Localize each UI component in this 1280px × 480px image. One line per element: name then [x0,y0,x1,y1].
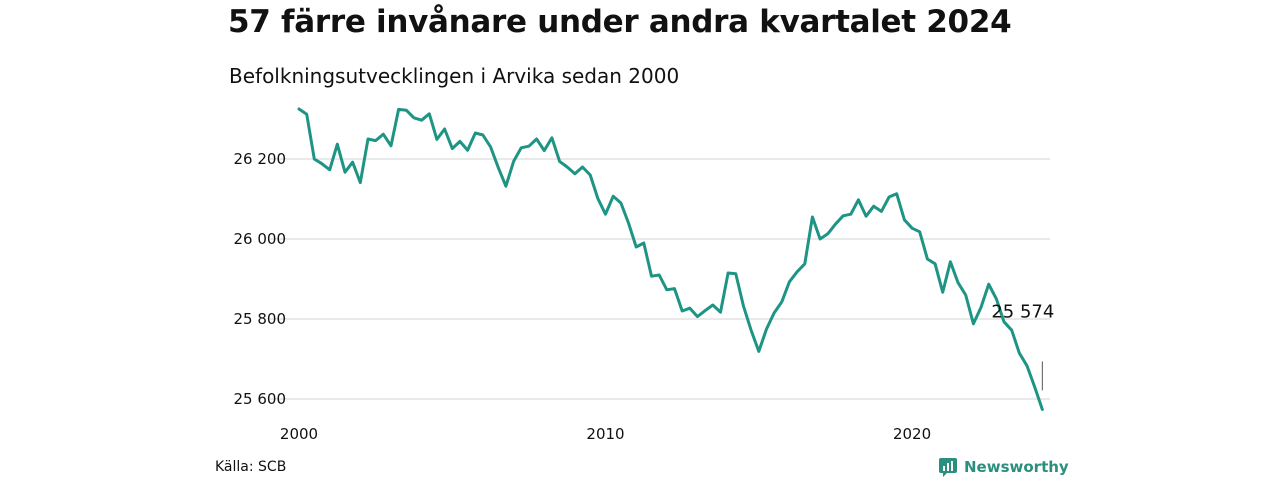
source-label: Källa: SCB [215,459,287,475]
y-axis-ticks: 25 600 25 800 26 000 26 200 [234,150,287,408]
end-value-label: 25 574 [991,301,1054,322]
annotations: 25 574 [991,301,1054,391]
gridlines [270,158,1050,400]
y-tick-label: 26 200 [234,150,287,168]
y-tick-label: 25 600 [234,390,287,408]
x-tick-label: 2020 [893,425,931,443]
x-tick-label: 2010 [586,425,624,443]
x-axis-ticks: 2000 2010 2020 [280,425,931,443]
newsworthy-logo-icon [939,458,957,477]
x-tick-label: 2000 [280,425,318,443]
series-lines [297,107,1044,411]
y-tick-label: 25 800 [234,310,287,328]
series-line [297,107,1044,411]
chart-subtitle: Befolkningsutvecklingen i Arvika sedan 2… [229,64,680,88]
brand-logo[interactable]: Newsworthy [938,457,1069,477]
brand-name: Newsworthy [964,458,1069,476]
y-tick-label: 26 000 [234,230,287,248]
chart-title: 57 färre invånare under andra kvartalet … [228,4,1012,40]
